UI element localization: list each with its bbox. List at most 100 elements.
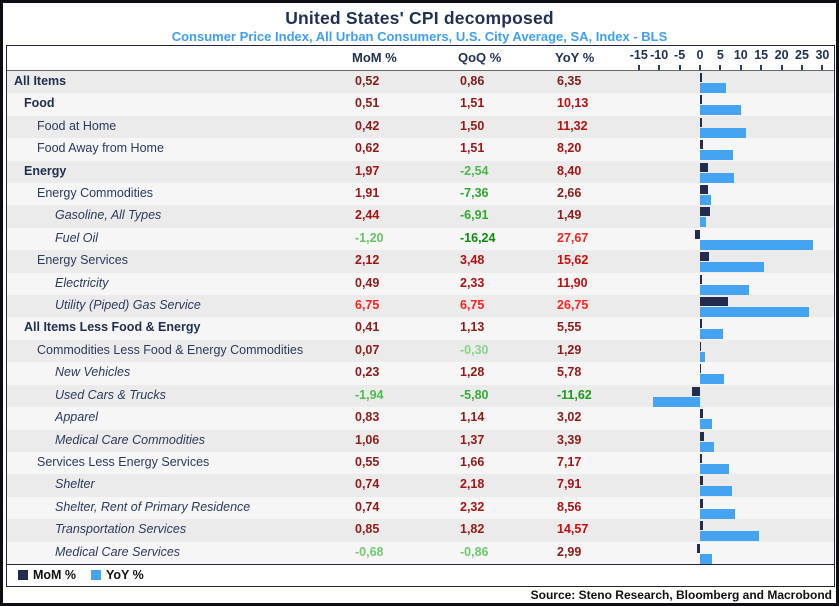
- qoq-value: 1,50: [460, 118, 485, 133]
- axis-tick-mark: [739, 65, 742, 70]
- axis-tick-label: 20: [774, 48, 789, 62]
- source-attribution: Source: Steno Research, Bloomberg and Ma…: [530, 588, 832, 602]
- table-row: New Vehicles 0,23 1,28 5,78: [7, 362, 834, 385]
- mom-value: 6,75: [355, 298, 380, 313]
- qoq-value: -6,91: [460, 208, 489, 223]
- qoq-value: 6,75: [460, 298, 485, 313]
- axis-tick-mark: [637, 65, 640, 70]
- mom-bar: [695, 229, 700, 239]
- yoy-value: 11,90: [557, 275, 588, 290]
- qoq-value: -0,30: [460, 342, 489, 357]
- yoy-value: 10,13: [557, 96, 589, 111]
- yoy-bar: [700, 127, 747, 138]
- axis-tick-label: -5: [674, 48, 686, 62]
- mom-bar: [700, 521, 704, 531]
- mom-bar: [692, 386, 700, 396]
- row-label: New Vehicles: [55, 365, 131, 380]
- row-label: Electricity: [55, 275, 109, 290]
- yoy-bar: [700, 374, 724, 385]
- yoy-value: 6,35: [557, 74, 582, 88]
- mom-value: 0,85: [355, 522, 380, 537]
- table-row: Apparel 0,83 1,14 3,02: [7, 407, 834, 430]
- yoy-bar: [700, 351, 706, 362]
- mom-bar: [700, 207, 710, 217]
- yoy-bar: [700, 508, 735, 519]
- yoy-bar: [700, 486, 733, 497]
- yoy-value: 5,55: [557, 320, 582, 335]
- mom-legend-swatch-icon: [18, 570, 28, 580]
- row-label: Shelter, Rent of Primary Residence: [55, 499, 251, 514]
- qoq-value: -2,54: [460, 163, 489, 178]
- yoy-bar: [700, 195, 711, 206]
- axis-tick-mark: [678, 65, 681, 70]
- axis-tick-label: 10: [733, 48, 748, 62]
- row-label: Services Less Energy Services: [37, 454, 210, 469]
- yoy-value: -11,62: [557, 387, 592, 402]
- qoq-value: 2,32: [460, 499, 485, 514]
- table-row: Food 0,51 1,51 10,13: [7, 93, 834, 116]
- mom-value: 0,83: [355, 410, 380, 425]
- row-label: Utility (Piped) Gas Service: [55, 298, 201, 313]
- qoq-value: 1,13: [460, 320, 485, 335]
- table-row: Utility (Piped) Gas Service 6,75 6,75 26,75: [7, 295, 834, 318]
- mom-bar: [700, 95, 703, 105]
- axis-tick-label: 30: [815, 48, 830, 62]
- yoy-value: 1,49: [557, 208, 582, 223]
- row-label: Energy Services: [37, 253, 129, 268]
- mom-value: 0,55: [355, 454, 380, 469]
- yoy-bar: [700, 239, 813, 250]
- yoy-bar: [700, 105, 742, 116]
- table-row: Energy 1,97 -2,54 8,40: [7, 160, 834, 184]
- column-header-qoq: QoQ %: [458, 50, 502, 65]
- table-row: All Items Less Food & Energy 0,41 1,13 5,55: [7, 317, 834, 340]
- table-body: All Items 0,52 0,86 6,35 Food 0,51 1,51 10,13 Fo…: [7, 71, 834, 564]
- yoy-value: 11,32: [557, 118, 588, 133]
- axis-tick-mark: [801, 65, 803, 70]
- yoy-value: 15,62: [557, 253, 589, 268]
- yoy-bar: [700, 172, 735, 183]
- mom-value: 1,91: [355, 186, 380, 201]
- legend-item-mom: MoM %: [18, 568, 76, 582]
- mom-bar: [700, 341, 702, 351]
- axis-tick-label: 15: [754, 48, 769, 62]
- yoy-value: 14,57: [557, 522, 589, 537]
- mom-value: 1,97: [355, 163, 380, 178]
- table-row: Energy Services 2,12 3,48 15,62: [7, 250, 834, 273]
- mom-value: 0,51: [355, 96, 380, 111]
- mom-bar: [697, 543, 700, 553]
- table-row: Shelter 0,74 2,18 7,91: [7, 474, 834, 497]
- legend-item-yoy: YoY %: [91, 568, 144, 582]
- table-chart-panel: MoM % QoQ % YoY % -15 -10 -5 0 5 10 15 20 25 30 A…: [6, 45, 835, 565]
- axis-tick-label: 25: [795, 48, 809, 62]
- chart-title: United States' CPI decomposed: [285, 8, 554, 28]
- yoy-value: 8,20: [557, 141, 582, 156]
- table-row: Commodities Less Food & Energy Commoditi…: [7, 339, 834, 363]
- mom-bar: [700, 140, 703, 150]
- mom-value: 0,74: [355, 499, 380, 514]
- mom-bar: [700, 73, 703, 82]
- yoy-bar: [700, 329, 723, 340]
- mom-value: 2,44: [355, 208, 380, 223]
- axis-tick-label: 5: [716, 48, 724, 62]
- mom-bar: [700, 117, 702, 127]
- yoy-bar: [700, 419, 713, 430]
- axis-tick-mark: [719, 65, 722, 70]
- yoy-value: 26,75: [557, 298, 589, 313]
- table-row: Used Cars & Trucks -1,94 -5,80 -11,62: [7, 384, 834, 408]
- yoy-value: 27,67: [557, 230, 589, 245]
- qoq-value: 1,66: [460, 454, 485, 469]
- yoy-value: 2,99: [557, 544, 582, 559]
- column-header-row: MoM % QoQ % YoY % -15 -10 -5 0 5 10 15 20 25 30: [7, 46, 834, 71]
- row-label: Food Away from Home: [37, 141, 164, 156]
- mom-bar: [700, 364, 702, 374]
- mom-value: 0,74: [355, 477, 380, 492]
- yoy-bar: [700, 531, 760, 542]
- axis-tick-mark: [699, 65, 701, 70]
- mom-value: -1,20: [355, 230, 384, 245]
- row-label: Energy Commodities: [37, 186, 154, 201]
- qoq-value: 1,82: [460, 522, 485, 537]
- mom-bar: [700, 252, 709, 262]
- mom-value: 0,42: [355, 118, 380, 133]
- yoy-value: 7,17: [557, 454, 582, 469]
